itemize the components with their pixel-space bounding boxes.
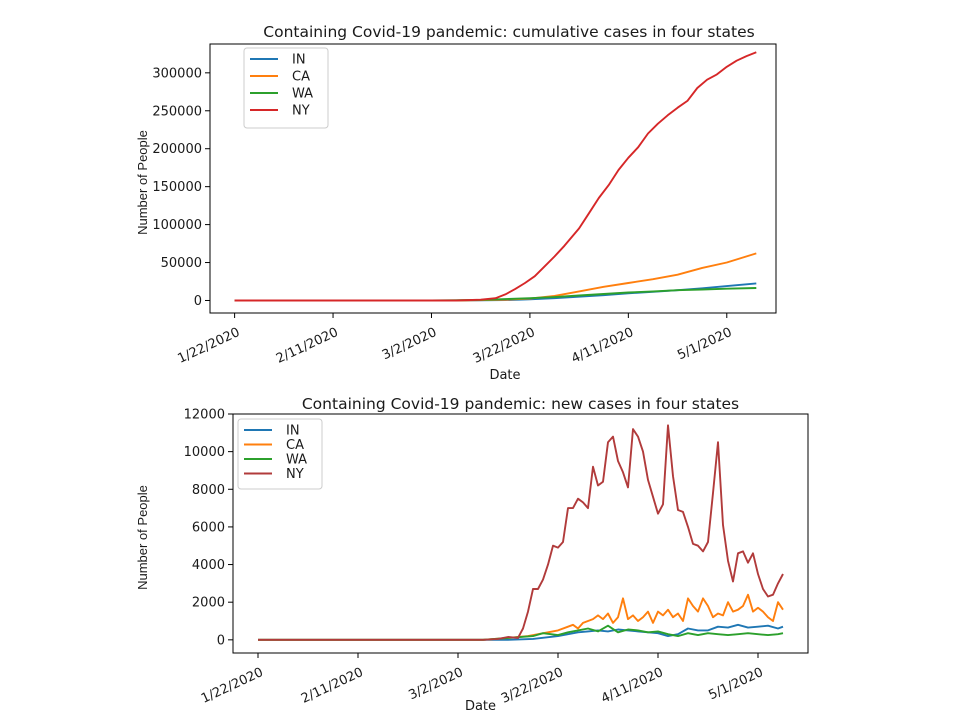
legend-label-in: IN bbox=[292, 53, 306, 68]
x-tick-label: 3/2/2020 bbox=[406, 665, 465, 703]
legend-box bbox=[243, 47, 329, 129]
series-line-ca bbox=[258, 593, 784, 641]
y-tick-label: 4000 bbox=[192, 558, 225, 573]
plot-frame bbox=[209, 43, 777, 314]
y-tick-label: 200000 bbox=[152, 142, 202, 157]
chart-1: Containing Covid-19 pandemic: cumulative… bbox=[135, 23, 777, 383]
x-tick-label: 4/11/2020 bbox=[599, 665, 666, 707]
y-axis-label: Number of People bbox=[135, 485, 150, 590]
legend: IN CA WA NY bbox=[243, 47, 329, 129]
x-tick-label: 2/11/2020 bbox=[299, 665, 366, 707]
chart-title: Containing Covid-19 pandemic: new cases … bbox=[302, 395, 739, 413]
x-tick-label: 2/11/2020 bbox=[274, 325, 341, 367]
y-axis-label: Number of People bbox=[135, 130, 150, 235]
x-tick-label: 5/1/2020 bbox=[675, 325, 734, 363]
chart-2: Containing Covid-19 pandemic: new cases … bbox=[135, 395, 809, 714]
y-tick-label: 0 bbox=[194, 294, 202, 309]
y-tick-label: 100000 bbox=[152, 218, 202, 233]
y-tick-label: 300000 bbox=[152, 66, 202, 81]
x-tick-label: 1/22/2020 bbox=[199, 665, 266, 707]
y-tick-label: 250000 bbox=[152, 104, 202, 119]
legend-label-wa: WA bbox=[292, 87, 313, 102]
y-tick-label: 12000 bbox=[184, 408, 225, 423]
y-tick-label: 50000 bbox=[161, 256, 202, 271]
legend-label-ca: CA bbox=[292, 70, 310, 85]
legend-label-in: IN bbox=[286, 424, 300, 439]
legend-box bbox=[237, 418, 323, 490]
y-tick-label: 0 bbox=[217, 633, 225, 648]
series-line-in bbox=[258, 623, 784, 641]
x-tick-label: 1/22/2020 bbox=[176, 325, 243, 367]
x-tick-label: 3/2/2020 bbox=[380, 325, 439, 363]
chart-title: Containing Covid-19 pandemic: cumulative… bbox=[263, 23, 754, 41]
x-tick-label: 3/22/2020 bbox=[471, 325, 538, 367]
x-tick-label: 4/11/2020 bbox=[569, 325, 636, 367]
legend-label-ny: NY bbox=[292, 104, 310, 119]
series-line-wa bbox=[258, 624, 784, 641]
y-tick-label: 6000 bbox=[192, 520, 225, 535]
x-axis-label: Date bbox=[465, 699, 496, 714]
x-tick-label: 5/1/2020 bbox=[706, 665, 765, 703]
x-tick-label: 3/22/2020 bbox=[499, 665, 566, 707]
series-line-ny bbox=[234, 51, 757, 302]
legend-label-ny: NY bbox=[286, 467, 304, 482]
y-tick-label: 150000 bbox=[152, 180, 202, 195]
series-line-ca bbox=[234, 252, 757, 302]
legend-label-ca: CA bbox=[286, 438, 304, 453]
x-axis-label: Date bbox=[489, 368, 520, 383]
series-line-ny bbox=[258, 424, 784, 641]
plot-frame bbox=[232, 413, 809, 654]
y-tick-label: 8000 bbox=[192, 483, 225, 498]
y-tick-label: 10000 bbox=[184, 445, 225, 460]
y-tick-label: 2000 bbox=[192, 596, 225, 611]
legend-label-wa: WA bbox=[286, 453, 307, 468]
